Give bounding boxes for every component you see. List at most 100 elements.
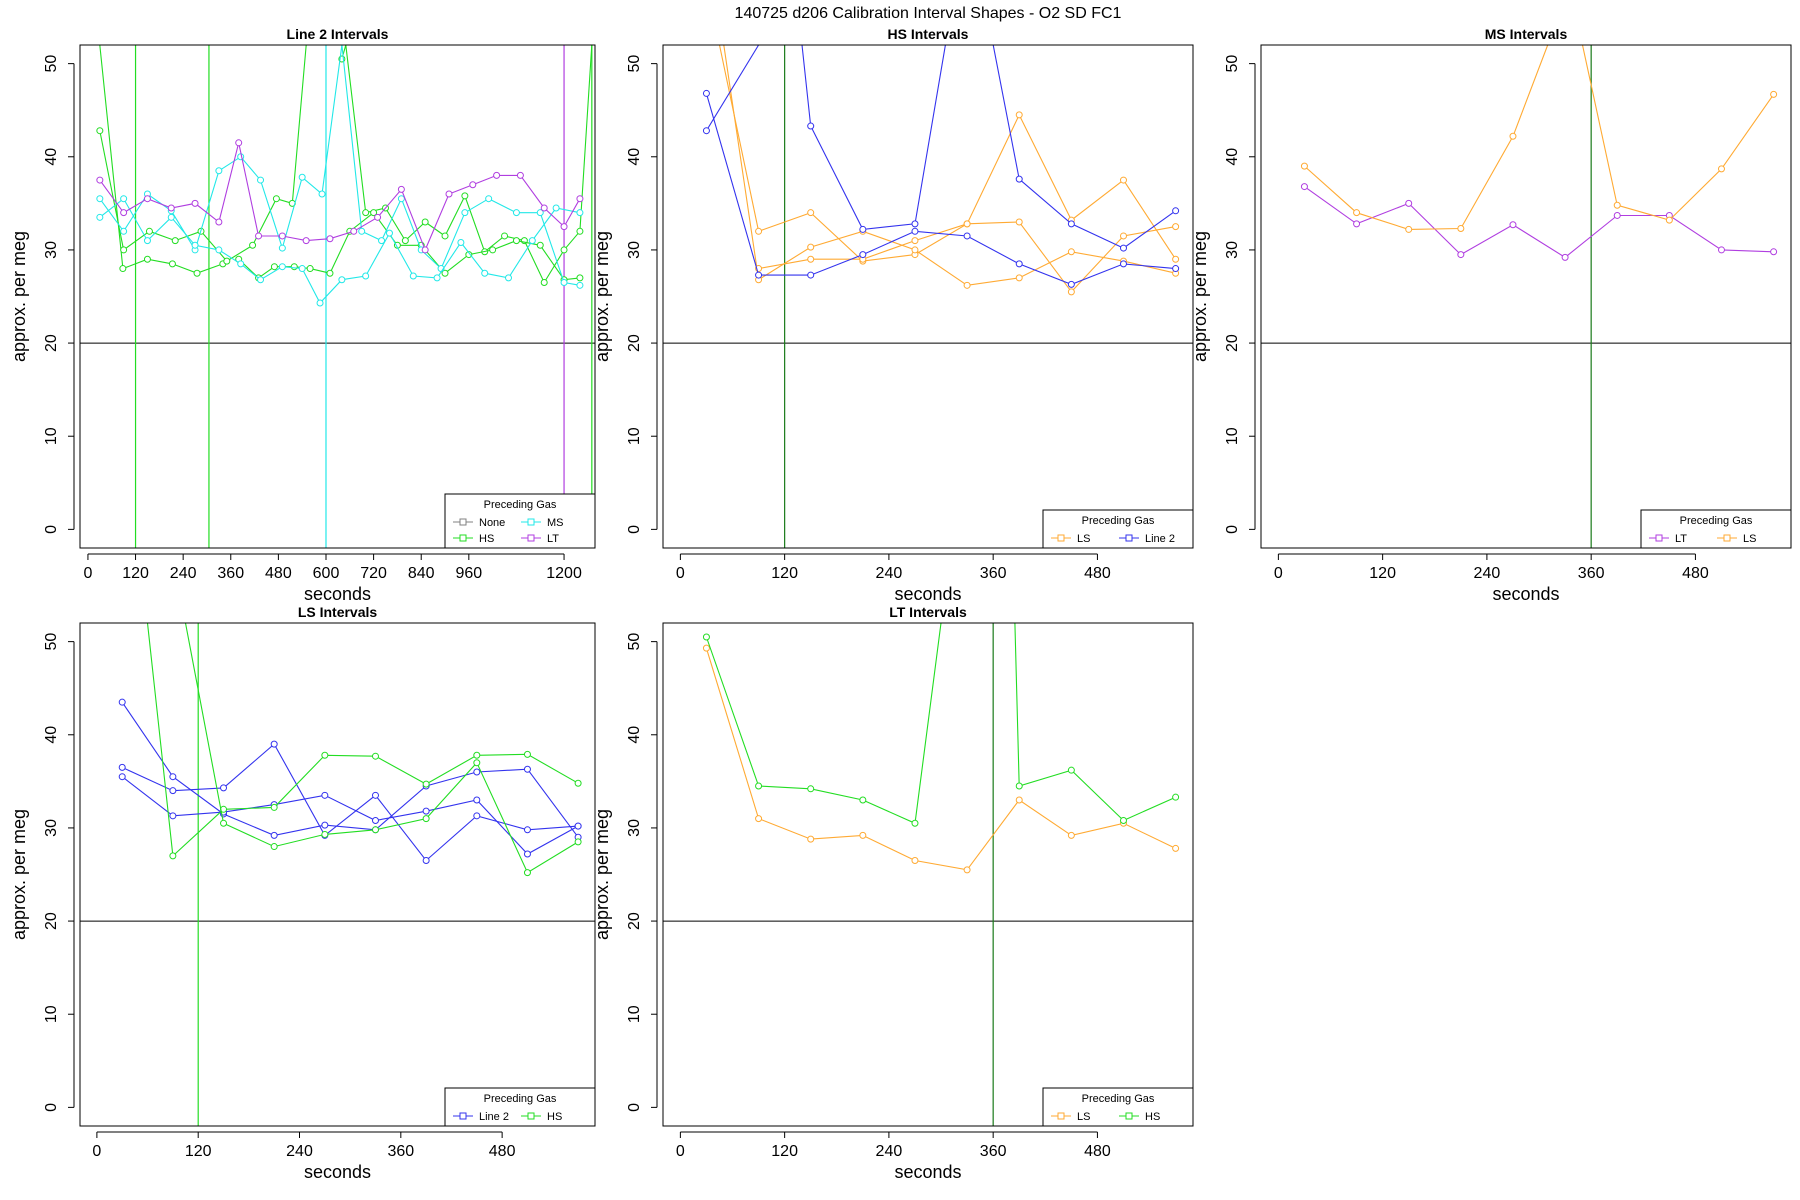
legend-marker xyxy=(1125,534,1133,542)
data-point xyxy=(512,237,520,245)
panel-5: LT Intervals 0 120 240 360 480 seconds 0 10 20 30 4… xyxy=(592,604,1194,1182)
legend-entry: HS xyxy=(1145,1111,1160,1123)
x-tick-label: 480 xyxy=(489,1143,516,1160)
data-point xyxy=(473,759,481,767)
data-point xyxy=(96,195,104,203)
x-axis-label: seconds xyxy=(1492,584,1559,604)
data-point xyxy=(421,218,429,226)
data-point xyxy=(1509,221,1517,229)
series-line xyxy=(121,776,579,855)
data-point xyxy=(1300,162,1308,170)
data-point xyxy=(807,122,815,130)
y-tick-label: 0 xyxy=(626,525,643,534)
data-point xyxy=(422,780,430,788)
y-tick-label: 50 xyxy=(43,55,60,73)
data-point xyxy=(1119,244,1127,252)
data-point xyxy=(963,281,971,289)
plot-frame xyxy=(79,622,596,1127)
data-point xyxy=(473,812,481,820)
series-line xyxy=(705,648,1176,871)
data-point xyxy=(409,272,417,280)
data-point xyxy=(169,812,177,820)
data-point xyxy=(371,752,379,760)
data-point xyxy=(1015,260,1023,268)
data-point xyxy=(859,796,867,804)
panel-3: MS Intervals 0 120 240 360 480 seconds 0 10 20 30 4… xyxy=(1190,26,1792,604)
legend-marker xyxy=(459,518,467,526)
data-point xyxy=(574,779,582,787)
data-point xyxy=(473,768,481,776)
series-line xyxy=(146,623,579,858)
legend-marker xyxy=(1655,534,1663,542)
data-point xyxy=(489,246,497,254)
data-point xyxy=(167,204,175,212)
series-line xyxy=(705,45,1176,249)
data-point xyxy=(316,299,324,307)
series-line xyxy=(341,45,593,284)
plot-area xyxy=(80,623,595,1126)
x-tick-label: 360 xyxy=(387,1143,414,1160)
legend-marker xyxy=(459,1112,467,1120)
legend-marker xyxy=(1057,1112,1065,1120)
data-point xyxy=(326,269,334,277)
data-point xyxy=(1509,132,1517,140)
y-tick-label: 50 xyxy=(43,633,60,651)
data-point xyxy=(350,227,358,235)
plot-frame xyxy=(662,44,1194,549)
data-point xyxy=(911,237,919,245)
data-point xyxy=(1067,831,1075,839)
data-point xyxy=(807,209,815,217)
data-point xyxy=(560,279,568,287)
legend-box xyxy=(1042,509,1194,549)
y-axis-label: approx. per meg xyxy=(9,231,29,362)
data-point xyxy=(321,791,329,799)
legend-entry: HS xyxy=(547,1111,562,1123)
data-point xyxy=(574,822,582,830)
legend-title: Preceding Gas xyxy=(484,499,557,511)
data-point xyxy=(963,220,971,228)
series-line xyxy=(1304,186,1774,259)
data-point xyxy=(1015,111,1023,119)
data-point xyxy=(755,271,763,279)
series-line xyxy=(99,45,223,274)
y-tick-label: 10 xyxy=(626,1005,643,1023)
data-point xyxy=(371,791,379,799)
data-point xyxy=(807,243,815,251)
y-tick-label: 50 xyxy=(1224,55,1241,73)
data-point xyxy=(1015,782,1023,790)
data-point xyxy=(96,213,104,221)
y-tick-label: 0 xyxy=(1224,525,1241,534)
data-point xyxy=(461,209,469,217)
data-point xyxy=(169,852,177,860)
data-point xyxy=(465,251,473,259)
data-point xyxy=(120,246,128,254)
data-point xyxy=(118,773,126,781)
data-point xyxy=(278,232,286,240)
x-tick-label: 120 xyxy=(1369,565,1396,582)
data-point xyxy=(171,237,179,245)
data-point xyxy=(1119,232,1127,240)
data-point xyxy=(167,213,175,221)
legend-entry: LS xyxy=(1077,533,1090,545)
data-point xyxy=(1770,248,1778,256)
data-point xyxy=(1067,248,1075,256)
data-point xyxy=(237,260,245,268)
data-point xyxy=(270,263,278,271)
data-point xyxy=(255,232,263,240)
data-point xyxy=(1015,274,1023,282)
legend-entry: None xyxy=(479,517,505,529)
data-point xyxy=(1613,201,1621,209)
data-point xyxy=(1067,220,1075,228)
x-tick-label: 960 xyxy=(455,565,482,582)
x-tick-label: 480 xyxy=(1682,565,1709,582)
panel-title: HS Intervals xyxy=(888,26,969,42)
x-tick-label: 600 xyxy=(313,565,340,582)
data-point xyxy=(523,869,531,877)
data-point xyxy=(1172,207,1180,215)
data-point xyxy=(1613,211,1621,219)
data-point xyxy=(911,819,919,827)
plot-frame xyxy=(1260,44,1792,549)
data-point xyxy=(1172,844,1180,852)
data-point xyxy=(702,127,710,135)
